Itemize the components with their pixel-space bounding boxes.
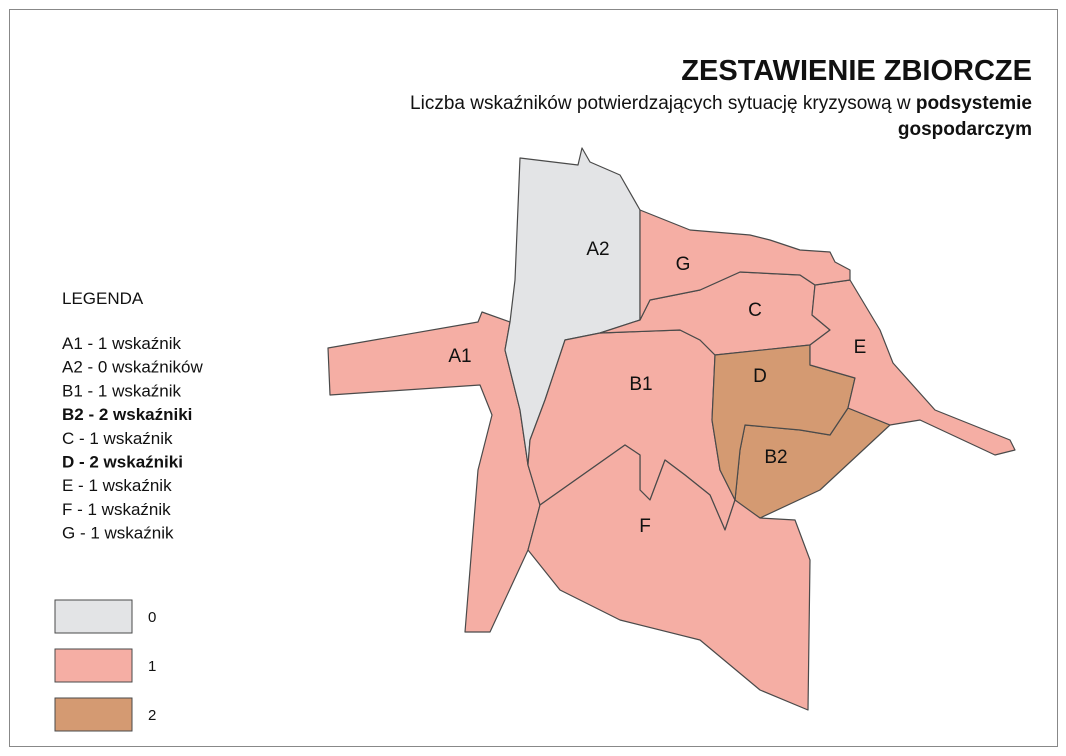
region-label: A1	[448, 346, 471, 367]
region-label: D	[753, 366, 767, 387]
subtitle-bold: podsystemie	[916, 93, 1032, 114]
region	[809, 279, 1016, 456]
legend-swatch	[54, 697, 133, 732]
region-label: B2	[764, 447, 787, 468]
legend-class-label: 0	[148, 609, 156, 626]
title: ZESTAWIENIE ZBIORCZE	[681, 55, 1032, 87]
subtitle-text: Liczba wskaźników potwierdzających sytua…	[410, 93, 916, 114]
region	[527, 444, 811, 711]
subtitle-bold: gospodarczym	[898, 119, 1032, 140]
legend-item: C - 1 wskaźnik	[62, 429, 173, 448]
legend-item: A1 - 1 wskaźnik	[62, 334, 182, 353]
legend-class-label: 1	[148, 658, 156, 675]
region-label: A2	[586, 239, 609, 260]
legend: A1 - 1 wskaźnik A2 - 0 wskaźników B1 - 1 w…	[54, 334, 203, 732]
legend-item: E - 1 wskaźnik	[62, 476, 172, 495]
region-label: G	[676, 254, 691, 275]
legend-item: B1 - 1 wskaźnik	[62, 381, 182, 400]
legend-class-label: 2	[148, 707, 156, 724]
legend-item: A2 - 0 wskaźników	[62, 358, 203, 377]
region-label: E	[854, 337, 867, 358]
legend-item: B2 - 2 wskaźniki	[62, 405, 192, 424]
legend-swatch	[54, 648, 133, 683]
region-label: B1	[629, 374, 652, 395]
legend-swatch	[54, 599, 133, 634]
region	[639, 209, 851, 321]
legend-heading: LEGENDA	[62, 289, 144, 308]
subtitle: Liczba wskaźników potwierdzających sytua…	[410, 93, 1032, 114]
region-label: F	[639, 516, 651, 537]
legend-item: G - 1 wskaźnik	[62, 524, 174, 543]
legend-item: F - 1 wskaźnik	[62, 500, 171, 519]
region-label: C	[748, 300, 762, 321]
legend-item: D - 2 wskaźniki	[62, 453, 183, 472]
regions: A1 A2 B1 B2 C D E F G	[327, 147, 1016, 711]
